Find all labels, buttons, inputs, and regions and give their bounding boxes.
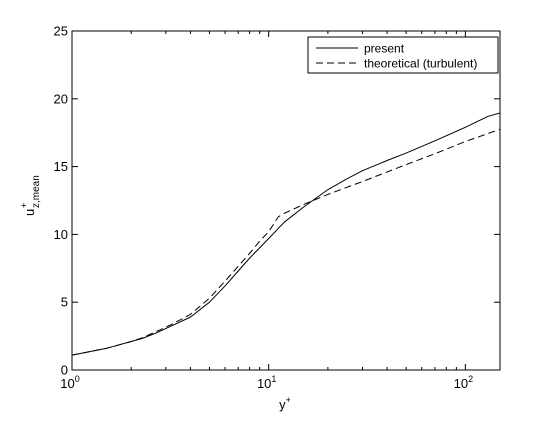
x-tick-label-base: 10 [257,376,271,391]
y-tick-label: 0 [61,363,68,378]
x-tick-label-exponent: 0 [75,374,80,384]
x-tick-label: 100 [60,374,79,391]
series-line-present [72,112,500,356]
y-axis-label-base: u [22,209,37,216]
legend-label: present [364,42,405,56]
y-axis-label: u+ z,mean [19,175,42,216]
plot-layer [72,112,500,356]
y-tick-label: 10 [54,227,68,242]
y-tick-label: 15 [54,159,68,174]
legend-label: theoretical (turbulent) [364,57,477,71]
x-axis-label-base: y [279,397,286,412]
x-tick-label-exponent: 2 [468,374,473,384]
y-tick-label: 20 [54,91,68,106]
x-tick-label-base: 10 [454,376,468,391]
y-tick-label: 25 [54,24,68,39]
y-tick-label: 5 [61,295,68,310]
x-tick-label: 102 [454,374,473,391]
x-tick-label-base: 10 [60,376,74,391]
x-tick-label: 101 [257,374,276,391]
y-axis-label-subscript: z,mean [31,175,42,208]
x-tick-label-exponent: 1 [271,374,276,384]
x-axis-label-superscript: + [286,395,291,405]
legend-box [307,36,499,74]
series-line-theoretical [72,128,500,356]
axes-frame [71,30,501,371]
x-axis-label: y+ [279,395,291,412]
y-axis-label-superscript: + [19,203,29,208]
